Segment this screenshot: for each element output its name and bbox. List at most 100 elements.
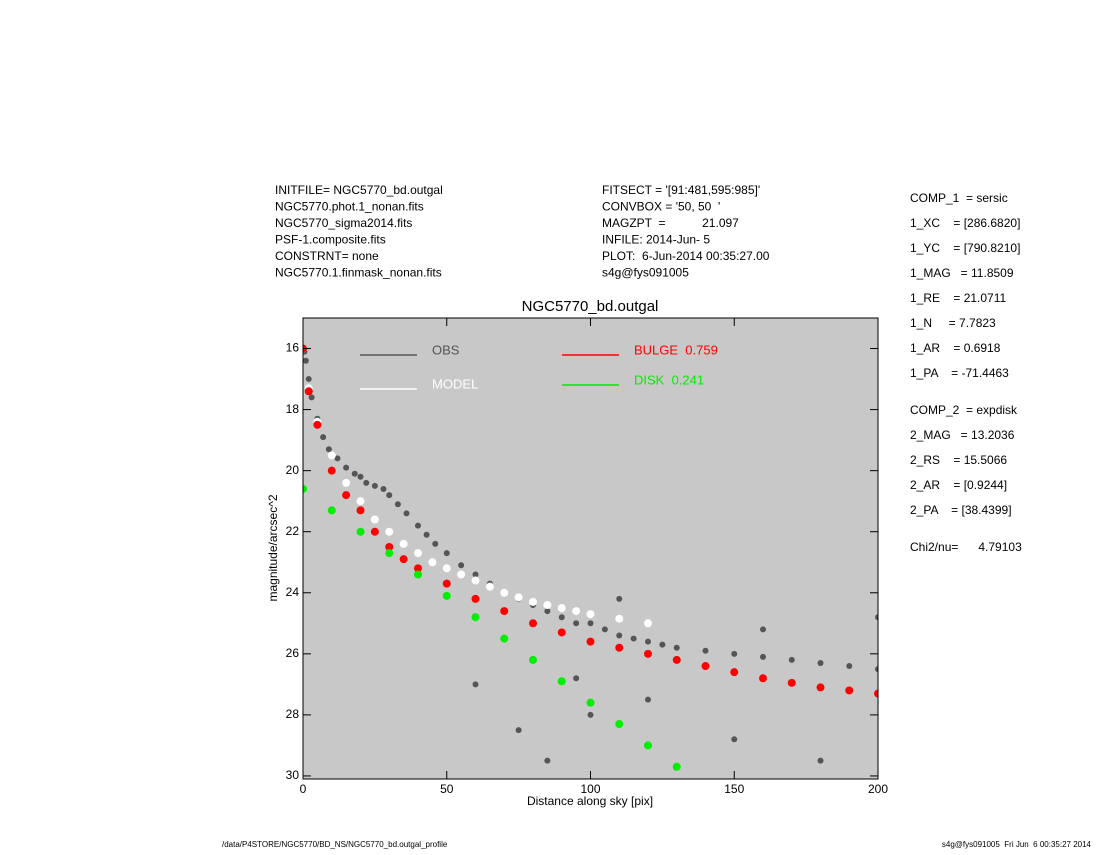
point — [500, 607, 509, 616]
point — [874, 689, 878, 698]
y-tick-label: 30 — [286, 768, 300, 782]
point — [573, 620, 580, 627]
y-tick-label: 28 — [286, 707, 300, 721]
point — [327, 506, 336, 515]
chart-title: NGC5770_bd.outgal — [522, 298, 659, 315]
point — [587, 711, 594, 718]
point — [442, 579, 451, 588]
point — [342, 478, 351, 487]
parameter: 2_AR = [0.9244] — [910, 478, 1007, 492]
point — [529, 597, 537, 606]
point — [471, 594, 480, 603]
footer-left: /data/P4STORE/NGC5770/BD_NS/NGC5770_bd.o… — [222, 840, 448, 849]
point — [702, 647, 709, 654]
point — [442, 591, 451, 600]
y-tick-label: 18 — [286, 402, 300, 416]
point — [342, 491, 351, 500]
point — [759, 674, 767, 683]
x-tick-label: 150 — [724, 782, 744, 796]
y-tick-label: 16 — [286, 341, 300, 355]
header-text: NGC5770.phot.1_nonan.fits — [275, 200, 424, 214]
point — [557, 628, 566, 637]
point — [442, 564, 451, 573]
point — [485, 582, 494, 591]
point — [529, 655, 537, 664]
point — [846, 663, 853, 670]
point — [313, 420, 322, 429]
point — [760, 626, 766, 633]
point — [327, 451, 336, 460]
point — [385, 542, 394, 551]
y-tick-label: 26 — [286, 646, 300, 660]
point — [615, 643, 624, 652]
point — [673, 644, 680, 651]
point — [515, 727, 522, 734]
point — [586, 610, 595, 619]
header-text: CONSTRNT= none — [275, 249, 379, 263]
point — [644, 741, 652, 750]
point — [672, 655, 681, 664]
point — [432, 540, 439, 547]
legend-label: OBS — [432, 342, 460, 357]
parameter: 2_PA = [38.4399] — [910, 503, 1012, 517]
point — [308, 394, 315, 401]
parameter: 1_RE = 21.0711 — [910, 291, 1007, 305]
parameter: 1_YC = [790.8210] — [910, 241, 1020, 255]
point — [601, 626, 608, 633]
point — [573, 675, 580, 682]
point — [544, 608, 551, 615]
header-text: FITSECT = '[91:481,595:985]' — [602, 183, 760, 197]
point — [320, 434, 327, 441]
point — [816, 683, 825, 692]
header-text: PLOT: 6-Jun-2014 00:35:27.00 — [602, 249, 770, 263]
point — [616, 595, 623, 602]
point — [615, 720, 624, 729]
point — [428, 558, 437, 567]
point — [385, 549, 394, 558]
header-text: NGC5770.1.finmask_nonan.fits — [275, 266, 442, 280]
header-text: PSF-1.composite.fits — [275, 233, 386, 247]
point — [572, 607, 581, 616]
point — [557, 604, 566, 613]
parameter: 2_RS = 15.5066 — [910, 453, 1007, 467]
header-text: INITFILE= NGC5770_bd.outgal — [275, 183, 443, 197]
legend-label: BULGE 0.759 — [634, 342, 718, 357]
header-text: INFILE: 2014-Jun- 5 — [602, 233, 710, 247]
point — [587, 620, 594, 627]
header-text: NGC5770_sigma2014.fits — [275, 216, 412, 230]
parameter: COMP_1 = sersic — [910, 191, 1008, 205]
point — [414, 570, 422, 579]
x-axis-label: Distance along sky [pix] — [527, 794, 653, 808]
point — [817, 659, 824, 666]
header-text: s4g@fys091005 — [602, 266, 689, 280]
x-tick-label: 50 — [440, 782, 454, 796]
point — [471, 576, 480, 585]
point — [356, 527, 365, 536]
point — [457, 570, 466, 579]
point — [351, 470, 358, 477]
parameter: 2_MAG = 13.2036 — [910, 428, 1015, 442]
y-axis-label: magnitude/arcsec^2 — [266, 494, 280, 601]
footer-right: s4g@fys091005 Fri Jun 6 00:35:27 2014 — [942, 840, 1092, 849]
point — [399, 539, 408, 548]
point — [303, 484, 307, 493]
point — [616, 632, 623, 639]
point — [458, 562, 465, 569]
x-tick-label: 200 — [868, 782, 888, 796]
point — [471, 613, 480, 622]
point — [630, 635, 637, 642]
point — [586, 637, 595, 646]
point — [472, 571, 479, 578]
point — [788, 656, 795, 663]
point — [645, 696, 651, 703]
parameter: COMP_2 = expdisk — [910, 403, 1018, 417]
point — [305, 376, 312, 383]
point — [558, 614, 565, 621]
y-tick-label: 24 — [286, 585, 300, 599]
point — [845, 686, 854, 695]
point — [394, 501, 401, 508]
point — [423, 531, 430, 538]
point — [543, 600, 552, 609]
point — [557, 677, 566, 686]
